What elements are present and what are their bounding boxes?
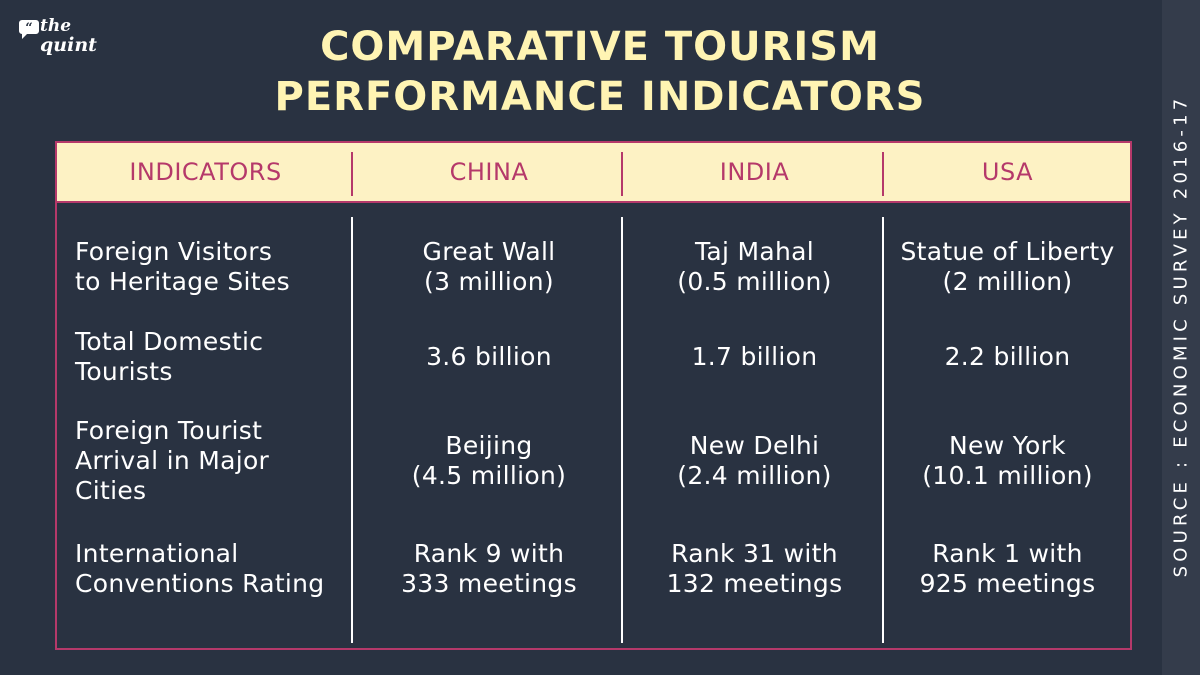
column-divider: [882, 217, 884, 643]
header-divider: [882, 152, 884, 196]
the-quint-logo: “ the quint: [18, 16, 108, 70]
table-cell-india: 1.7 billion: [624, 342, 885, 372]
cell-line: 132 meetings: [666, 569, 843, 598]
cell-line: (2 million): [942, 267, 1073, 296]
title-line-2: PERFORMANCE INDICATORS: [274, 74, 926, 120]
cell-line: Great Wall: [422, 237, 556, 266]
cell-line: International: [75, 539, 239, 568]
table-cell-usa: 2.2 billion: [885, 342, 1130, 372]
cell-line: 2.2 billion: [944, 342, 1071, 371]
page-title: COMPARATIVE TOURISM PERFORMANCE INDICATO…: [150, 22, 1050, 122]
logo-text-the: the: [40, 16, 72, 36]
cell-line: Rank 9 with: [413, 539, 565, 568]
logo-text-quint: quint: [40, 34, 97, 56]
cell-line: to Heritage Sites: [75, 267, 290, 296]
cell-line: Rank 31 with: [671, 539, 838, 568]
cell-line: (2.4 million): [677, 461, 832, 490]
header-usa: USA: [981, 158, 1034, 186]
cell-line: Rank 1 with: [932, 539, 1083, 568]
header-divider: [351, 152, 353, 196]
quote-bubble-icon: “: [19, 20, 39, 39]
cell-line: (3 million): [424, 267, 554, 296]
cell-line: Taj Mahal: [694, 237, 815, 266]
cell-line: New Delhi: [689, 431, 820, 460]
column-divider: [621, 217, 623, 643]
svg-text:“: “: [25, 21, 32, 36]
header-divider: [621, 152, 623, 196]
cell-line: Statue of Liberty: [900, 237, 1115, 266]
header-china: CHINA: [449, 158, 529, 186]
row-label: Foreign Visitors to Heritage Sites: [75, 237, 354, 297]
cell-line: 925 meetings: [919, 569, 1096, 598]
source-strip: SOURCE : ECONOMIC SURVEY 2016-17: [1162, 0, 1200, 675]
row-label: International Conventions Rating: [75, 539, 354, 599]
table-header-row: INDICATORS CHINA INDIA USA: [57, 143, 1130, 203]
cell-line: 1.7 billion: [691, 342, 818, 371]
cell-line: Tourists: [75, 357, 173, 386]
table-cell-usa: New York (10.1 million): [885, 431, 1130, 491]
row-label: Total Domestic Tourists: [75, 327, 354, 387]
cell-line: (10.1 million): [922, 461, 1093, 490]
cell-line: Cities: [75, 476, 147, 505]
cell-line: Foreign Tourist: [75, 416, 263, 445]
row-label: Foreign Tourist Arrival in Major Cities: [75, 416, 354, 506]
header-indicators: INDICATORS: [129, 158, 282, 186]
cell-line: Foreign Visitors: [75, 237, 273, 266]
table-cell-china: Rank 9 with 333 meetings: [354, 539, 624, 599]
header-india: INDIA: [719, 158, 790, 186]
cell-line: 333 meetings: [401, 569, 577, 598]
cell-line: Conventions Rating: [75, 569, 325, 598]
cell-line: (4.5 million): [411, 461, 567, 490]
cell-line: Total Domestic: [75, 327, 264, 356]
column-divider: [351, 217, 353, 643]
cell-line: 3.6 billion: [426, 342, 552, 371]
table-cell-usa: Rank 1 with 925 meetings: [885, 539, 1130, 599]
table-cell-india: Taj Mahal (0.5 million): [624, 237, 885, 297]
table-cell-china: 3.6 billion: [354, 342, 624, 372]
table-cell-usa: Statue of Liberty (2 million): [885, 237, 1130, 297]
cell-line: Arrival in Major: [75, 446, 270, 475]
cell-line: Beijing: [445, 431, 533, 460]
table-cell-india: New Delhi (2.4 million): [624, 431, 885, 491]
table-cell-china: Beijing (4.5 million): [354, 431, 624, 491]
comparison-table: INDICATORS CHINA INDIA USA Foreign Visitors…: [55, 141, 1132, 650]
cell-line: New York: [949, 431, 1066, 460]
title-line-1: COMPARATIVE TOURISM: [320, 24, 880, 70]
source-label: SOURCE : ECONOMIC SURVEY 2016-17: [1170, 94, 1192, 578]
table-cell-india: Rank 31 with 132 meetings: [624, 539, 885, 599]
table-cell-china: Great Wall (3 million): [354, 237, 624, 297]
cell-line: (0.5 million): [677, 267, 832, 296]
